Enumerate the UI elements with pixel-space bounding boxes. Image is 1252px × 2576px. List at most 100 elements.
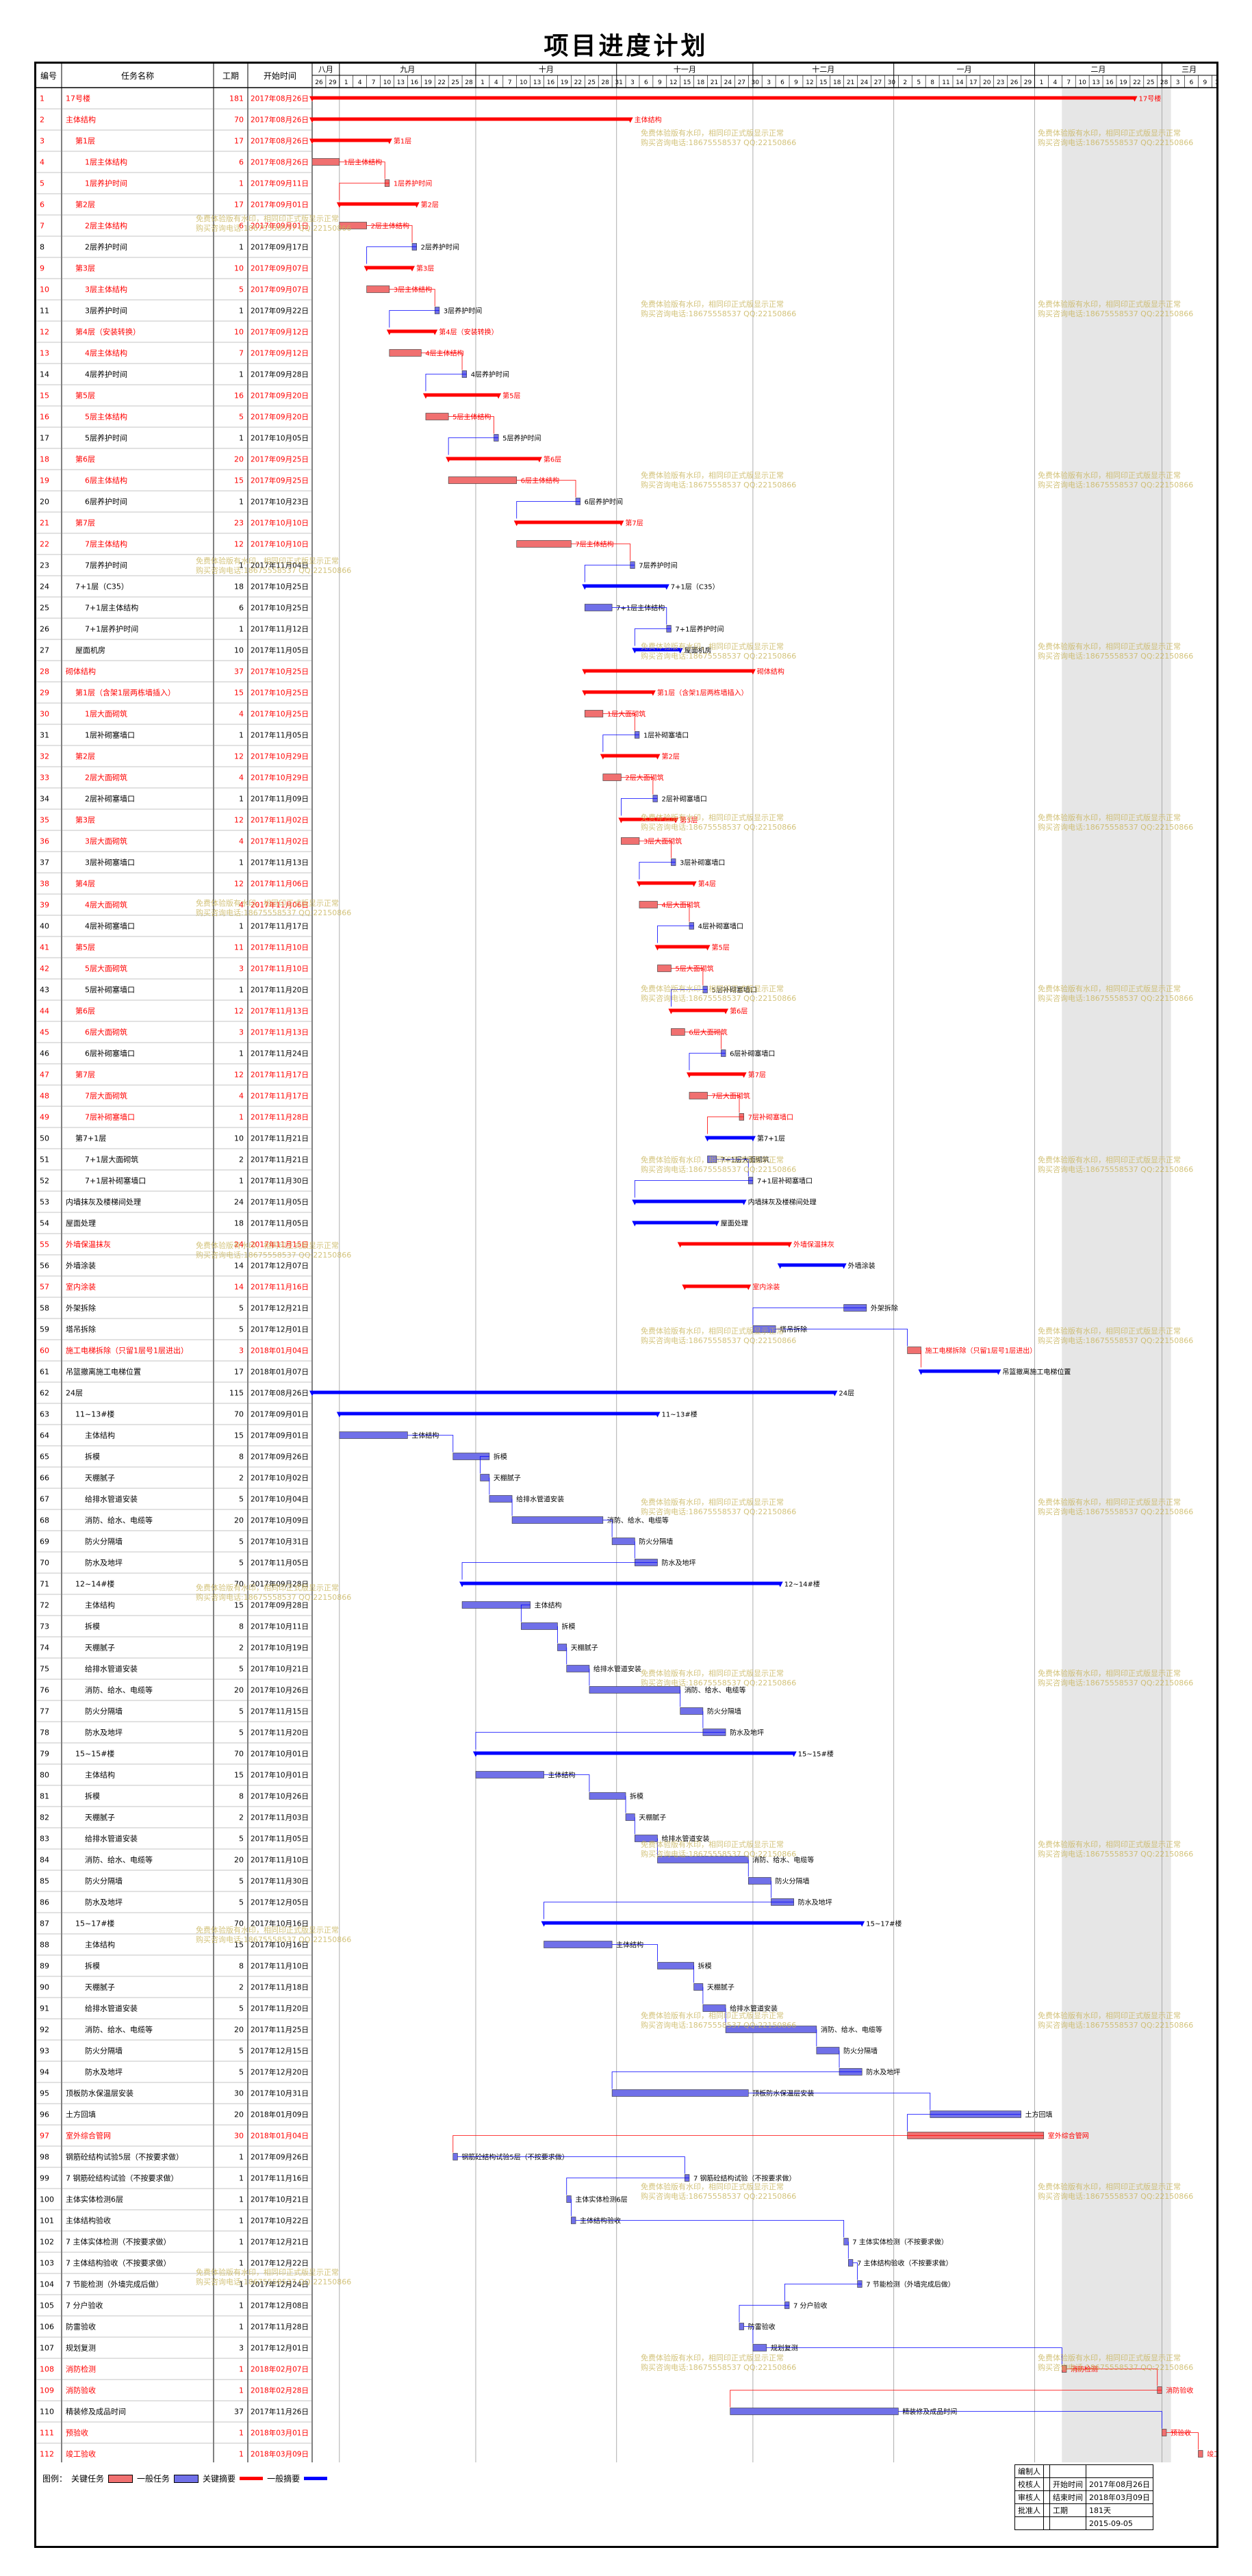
task-start: 2017年10月31日 xyxy=(251,2089,309,2098)
task-id: 48 xyxy=(40,1092,49,1101)
task-name: 消防验收 xyxy=(66,2386,96,2395)
task-duration: 1 xyxy=(239,1049,244,1058)
task-id: 91 xyxy=(40,2004,49,2013)
task-start: 2017年10月19日 xyxy=(251,1644,309,1653)
task-duration: 10 xyxy=(234,328,244,337)
watermark-line: 免费体验版有水印，相同印正式版显示正常 xyxy=(1038,2011,1181,2020)
watermark-line: 购买咨询电话:18675558537 QQ:22150866 xyxy=(641,480,796,489)
task-id: 67 xyxy=(40,1495,49,1504)
task-start: 2017年12月07日 xyxy=(251,1262,309,1271)
task-duration: 1 xyxy=(239,2238,244,2247)
summary-start-cap xyxy=(336,202,342,208)
task-duration: 3 xyxy=(239,965,244,973)
bar-label: 4层补砌塞墙口 xyxy=(698,922,743,931)
day-tick-label: 22 xyxy=(437,79,445,86)
bar-label: 屋面处理 xyxy=(721,1220,748,1228)
task-name: 施工电梯拆除（只留1层号1层进出） xyxy=(66,1346,188,1355)
bar-label: 防火分隔墙 xyxy=(775,1877,809,1886)
task-name: 12~14#楼 xyxy=(75,1579,114,1589)
bar-label: 第3层 xyxy=(680,816,698,825)
task-id: 94 xyxy=(40,2068,49,2077)
task-duration: 8 xyxy=(239,1622,244,1631)
dependency-line xyxy=(739,2305,790,2323)
task-name: 防火分隔墙 xyxy=(85,1876,123,1886)
task-name: 消防检测 xyxy=(66,2364,96,2374)
task-start: 2017年11月24日 xyxy=(251,1049,309,1058)
task-duration: 2 xyxy=(239,1156,244,1164)
dependency-line xyxy=(671,968,704,986)
task-name: 内墙抹灰及楼梯间处理 xyxy=(66,1197,141,1207)
month-label: 八月 xyxy=(318,65,333,74)
summary-start-cap xyxy=(336,1412,342,1418)
task-bar xyxy=(693,1983,704,1991)
summary-bar xyxy=(475,1751,794,1755)
bar-label: 2层大面砌筑 xyxy=(625,774,663,782)
info-cell: 181天 xyxy=(1086,2503,1153,2517)
task-name: 屋面机房 xyxy=(75,646,105,655)
dependency-line xyxy=(480,1456,489,1474)
task-name: 主体实体检测6层 xyxy=(66,2195,123,2204)
header-start: 开始时间 xyxy=(264,71,296,81)
task-start: 2017年09月26日 xyxy=(251,2153,309,2162)
task-start: 2017年11月17日 xyxy=(251,1071,309,1080)
task-id: 101 xyxy=(40,2217,54,2226)
task-start: 2017年12月22日 xyxy=(251,2259,309,2268)
summary-start-cap xyxy=(582,669,588,675)
task-id: 92 xyxy=(40,2026,49,2035)
task-duration: 11 xyxy=(234,943,244,952)
task-id: 42 xyxy=(40,965,49,973)
task-id: 35 xyxy=(40,816,49,825)
dependency-line xyxy=(1166,2432,1199,2450)
day-tick-label: 12 xyxy=(806,79,813,86)
task-name: 精装修及成品时间 xyxy=(66,2407,126,2416)
task-duration: 4 xyxy=(239,901,244,910)
task-start: 2017年10月02日 xyxy=(251,1474,309,1483)
task-bar xyxy=(1198,2450,1203,2458)
dependency-line xyxy=(748,2093,931,2110)
task-duration: 12 xyxy=(234,880,244,889)
task-bar xyxy=(730,2408,899,2415)
task-id: 51 xyxy=(40,1156,49,1164)
summary-start-cap xyxy=(386,329,392,335)
task-duration: 1 xyxy=(239,625,244,634)
task-name: 砌体结构 xyxy=(66,667,96,676)
task-duration: 5 xyxy=(239,413,244,422)
task-duration: 10 xyxy=(234,1134,244,1143)
task-name: 消防、给水、电缆等 xyxy=(85,1685,153,1695)
task-bar xyxy=(584,710,604,717)
dependency-line xyxy=(520,1605,531,1622)
task-duration: 30 xyxy=(234,2132,244,2141)
dependency-line xyxy=(685,1032,721,1049)
task-id: 80 xyxy=(40,1771,49,1780)
info-cell: 批准人 xyxy=(1014,2503,1044,2517)
task-name: 第2层 xyxy=(75,752,95,761)
task-id: 36 xyxy=(40,837,49,846)
task-start: 2017年11月20日 xyxy=(251,986,309,995)
task-duration: 15 xyxy=(234,1601,244,1610)
task-id: 23 xyxy=(40,561,49,570)
task-duration: 17 xyxy=(234,1368,244,1377)
bar-label: 拆模 xyxy=(630,1792,643,1801)
watermark-line: 购买咨询电话:18675558537 QQ:22150866 xyxy=(641,309,796,318)
bar-label: 7层主体结构 xyxy=(575,540,613,549)
task-start: 2017年08月26日 xyxy=(251,116,309,125)
task-duration: 15 xyxy=(234,1941,244,1950)
task-duration: 1 xyxy=(239,243,244,252)
task-duration: 20 xyxy=(234,1516,244,1525)
task-start: 2017年11月30日 xyxy=(251,1177,309,1186)
task-start: 2017年10月01日 xyxy=(251,1771,309,1780)
day-tick-label: 21 xyxy=(847,79,854,86)
day-tick-label: 18 xyxy=(833,79,841,86)
task-bar xyxy=(748,1877,771,1885)
task-duration: 14 xyxy=(234,1283,244,1292)
bar-label: 外墙涂装 xyxy=(848,1262,876,1271)
task-start: 2017年11月10日 xyxy=(251,1856,309,1865)
dependency-line xyxy=(612,607,667,625)
info-cell: 2018年03月09日 xyxy=(1086,2490,1153,2504)
day-tick-label: 10 xyxy=(520,79,528,86)
task-start: 2017年11月05日 xyxy=(251,1219,309,1228)
task-duration: 24 xyxy=(234,1198,244,1207)
task-duration: 3 xyxy=(239,2344,244,2353)
day-tick-label: 6 xyxy=(644,79,648,86)
